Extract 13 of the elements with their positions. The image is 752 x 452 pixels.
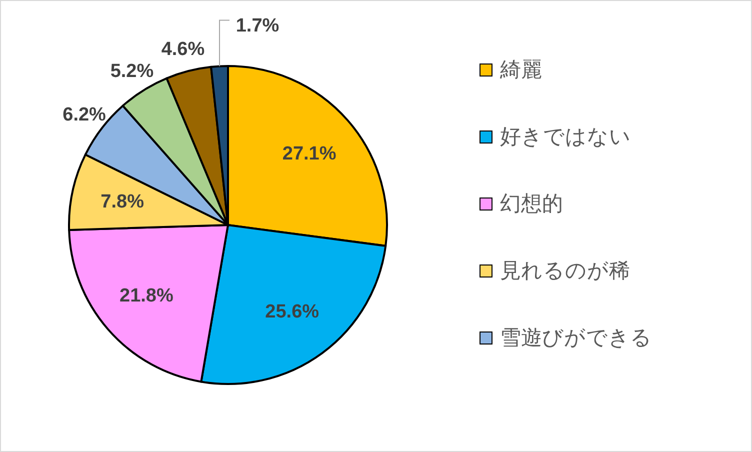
legend-label: 好きではない xyxy=(500,126,631,148)
data-label: 7.8% xyxy=(100,192,144,213)
data-label: 4.6% xyxy=(161,39,205,60)
legend-label: 雪遊びができる xyxy=(500,326,652,350)
legend-label: 綺麗 xyxy=(499,58,542,82)
data-label: 1.7% xyxy=(236,16,280,37)
legend-label: 見れるのが稀 xyxy=(500,260,630,282)
data-label: 6.2% xyxy=(62,104,106,126)
data-label: 27.1% xyxy=(282,143,336,164)
data-label: 21.8% xyxy=(120,285,174,306)
data-label: 5.2% xyxy=(110,61,154,82)
legend-label: 幻想的 xyxy=(500,192,563,216)
data-label: 25.6% xyxy=(265,302,320,323)
